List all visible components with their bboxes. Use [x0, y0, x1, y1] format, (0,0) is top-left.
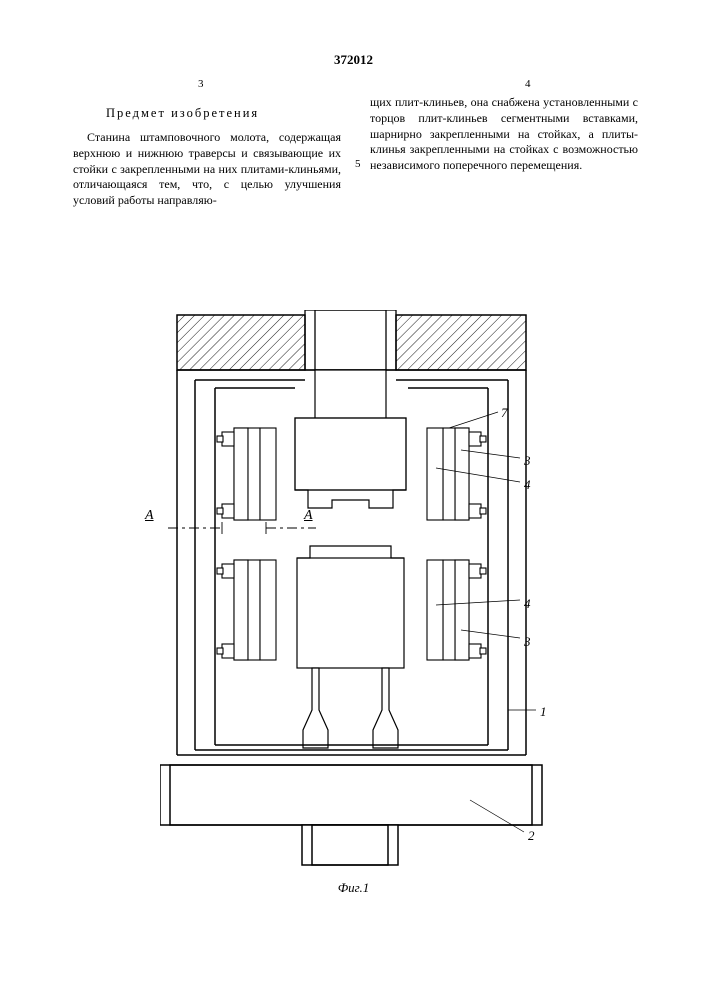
document-number: 372012 [0, 52, 707, 68]
section-label-A-right: А [304, 508, 313, 524]
ref-label-7: 7 [501, 405, 508, 421]
column-number-left: 3 [198, 78, 204, 90]
figure-svg [160, 310, 555, 870]
ref-label-2: 2 [528, 828, 535, 844]
figure-1 [160, 310, 555, 870]
ref-label-3a: 3 [524, 453, 531, 469]
left-column-text: Станина штамповочного молота, содержащая… [73, 130, 341, 209]
right-column-text: щих плит-клиньев, она снабжена установле… [370, 95, 638, 174]
subject-header: Предмет изобретения [106, 106, 259, 121]
line-number-5: 5 [355, 158, 361, 170]
ref-label-4b: 4 [524, 596, 531, 612]
ref-label-4a: 4 [524, 477, 531, 493]
column-number-right: 4 [525, 78, 531, 90]
left-col-paragraph: Станина штамповочного молота, содержащая… [73, 130, 341, 209]
section-label-A-left: А [145, 508, 154, 524]
figure-caption: Фиг.1 [0, 880, 707, 896]
ref-label-1: 1 [540, 704, 547, 720]
right-col-paragraph: щих плит-клиньев, она снабжена установле… [370, 95, 638, 174]
ref-label-3b: 3 [524, 634, 531, 650]
